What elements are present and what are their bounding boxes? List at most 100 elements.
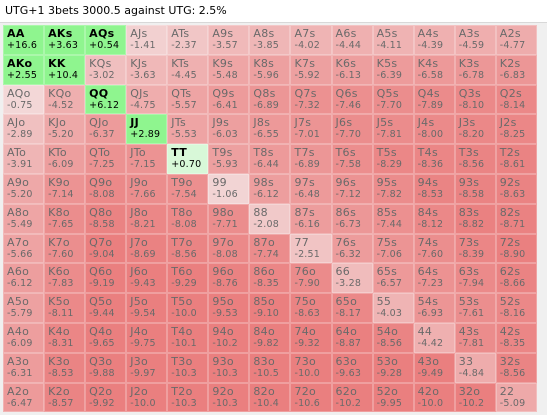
hand-cell-42o[interactable]: 42o -10.0 bbox=[413, 382, 455, 413]
hand-cell-A2s[interactable]: A2s -4.77 bbox=[495, 25, 537, 55]
hand-cell-T6o[interactable]: T6o -9.29 bbox=[167, 263, 209, 294]
hand-cell-98o[interactable]: 98o -7.71 bbox=[208, 203, 250, 234]
hand-cell-62o[interactable]: 62o -10.2 bbox=[331, 382, 373, 413]
hand-cell-T4s[interactable]: T4s -8.36 bbox=[413, 144, 455, 174]
hand-cell-98s[interactable]: 98s -6.12 bbox=[249, 173, 291, 204]
hand-cell-63o[interactable]: 63o -9.63 bbox=[331, 352, 373, 383]
hand-cell-J5s[interactable]: J5s -7.81 bbox=[372, 114, 414, 145]
hand-cell-Q4o[interactable]: Q4o -9.65 bbox=[85, 322, 127, 353]
hand-cell-86o[interactable]: 86o -8.35 bbox=[249, 263, 291, 294]
hand-cell-K8s[interactable]: K8s -5.96 bbox=[249, 54, 291, 85]
hand-cell-A4o[interactable]: A4o -6.09 bbox=[3, 322, 45, 353]
hand-cell-Q7o[interactable]: Q7o -9.04 bbox=[85, 233, 127, 264]
hand-cell-Q3s[interactable]: Q3s -8.10 bbox=[454, 84, 496, 115]
hand-cell-53o[interactable]: 53o -9.28 bbox=[372, 352, 414, 383]
hand-cell-74o[interactable]: 74o -9.32 bbox=[290, 322, 332, 353]
hand-cell-KQs[interactable]: KQs -3.02 bbox=[85, 54, 127, 85]
hand-cell-65o[interactable]: 65o -8.17 bbox=[331, 293, 373, 323]
hand-cell-73s[interactable]: 73s -8.39 bbox=[454, 233, 496, 264]
hand-cell-K3s[interactable]: K3s -6.78 bbox=[454, 54, 496, 85]
hand-cell-Q2s[interactable]: Q2s -8.14 bbox=[495, 84, 537, 115]
hand-cell-T4o[interactable]: T4o -10.1 bbox=[167, 322, 209, 353]
hand-cell-AJs[interactable]: AJs -1.41 bbox=[126, 25, 168, 55]
hand-cell-TT[interactable]: TT +0.70 bbox=[167, 144, 209, 174]
hand-cell-ATs[interactable]: ATs -2.37 bbox=[167, 25, 209, 55]
hand-cell-QQ[interactable]: QQ +6.12 bbox=[85, 84, 127, 115]
hand-cell-A9s[interactable]: A9s -3.57 bbox=[208, 25, 250, 55]
hand-cell-K6s[interactable]: K6s -6.13 bbox=[331, 54, 373, 85]
hand-cell-Q9s[interactable]: Q9s -6.41 bbox=[208, 84, 250, 115]
hand-cell-K3o[interactable]: K3o -8.53 bbox=[44, 352, 86, 383]
hand-cell-QJs[interactable]: QJs -4.75 bbox=[126, 84, 168, 115]
hand-cell-AKo[interactable]: AKo +2.55 bbox=[3, 54, 45, 85]
hand-cell-J9s[interactable]: J9s -6.03 bbox=[208, 114, 250, 145]
hand-cell-Q5o[interactable]: Q5o -9.44 bbox=[85, 293, 127, 323]
hand-cell-AA[interactable]: AA +16.6 bbox=[3, 25, 45, 55]
hand-cell-T8s[interactable]: T8s -6.44 bbox=[249, 144, 291, 174]
hand-cell-K5s[interactable]: K5s -6.39 bbox=[372, 54, 414, 85]
hand-cell-22[interactable]: 22 -5.09 bbox=[495, 382, 537, 413]
hand-cell-54s[interactable]: 54s -6.93 bbox=[413, 293, 455, 323]
hand-cell-KTo[interactable]: KTo -6.09 bbox=[44, 144, 86, 174]
hand-cell-K7s[interactable]: K7s -5.92 bbox=[290, 54, 332, 85]
hand-cell-53s[interactable]: 53s -7.61 bbox=[454, 293, 496, 323]
hand-cell-77[interactable]: 77 -2.51 bbox=[290, 233, 332, 264]
hand-cell-A7s[interactable]: A7s -4.02 bbox=[290, 25, 332, 55]
hand-cell-AQo[interactable]: AQo -0.75 bbox=[3, 84, 45, 115]
hand-cell-K7o[interactable]: K7o -7.60 bbox=[44, 233, 86, 264]
hand-cell-K6o[interactable]: K6o -7.83 bbox=[44, 263, 86, 294]
hand-cell-T5o[interactable]: T5o -10.0 bbox=[167, 293, 209, 323]
hand-cell-A4s[interactable]: A4s -4.39 bbox=[413, 25, 455, 55]
hand-cell-K4s[interactable]: K4s -6.58 bbox=[413, 54, 455, 85]
hand-cell-KJs[interactable]: KJs -3.63 bbox=[126, 54, 168, 85]
hand-cell-J2s[interactable]: J2s -8.25 bbox=[495, 114, 537, 145]
hand-cell-72s[interactable]: 72s -8.90 bbox=[495, 233, 537, 264]
hand-cell-84o[interactable]: 84o -9.82 bbox=[249, 322, 291, 353]
hand-cell-J3o[interactable]: J3o -9.97 bbox=[126, 352, 168, 383]
hand-cell-T3o[interactable]: T3o -10.3 bbox=[167, 352, 209, 383]
hand-cell-T9o[interactable]: T9o -7.54 bbox=[167, 173, 209, 204]
hand-cell-K9s[interactable]: K9s -5.48 bbox=[208, 54, 250, 85]
hand-cell-J9o[interactable]: J9o -7.66 bbox=[126, 173, 168, 204]
hand-cell-54o[interactable]: 54o -8.56 bbox=[372, 322, 414, 353]
vertical-scrollbar[interactable] bbox=[537, 23, 547, 415]
hand-cell-Q5s[interactable]: Q5s -7.70 bbox=[372, 84, 414, 115]
hand-cell-T3s[interactable]: T3s -8.56 bbox=[454, 144, 496, 174]
hand-cell-QTo[interactable]: QTo -7.25 bbox=[85, 144, 127, 174]
hand-cell-K4o[interactable]: K4o -8.31 bbox=[44, 322, 86, 353]
hand-cell-Q2o[interactable]: Q2o -9.92 bbox=[85, 382, 127, 413]
hand-cell-AKs[interactable]: AKs +3.63 bbox=[44, 25, 86, 55]
hand-cell-T2o[interactable]: T2o -10.3 bbox=[167, 382, 209, 413]
hand-cell-A2o[interactable]: A2o -6.47 bbox=[3, 382, 45, 413]
hand-cell-T8o[interactable]: T8o -8.08 bbox=[167, 203, 209, 234]
hand-cell-ATo[interactable]: ATo -3.91 bbox=[3, 144, 45, 174]
hand-cell-J4o[interactable]: J4o -9.75 bbox=[126, 322, 168, 353]
hand-cell-JJ[interactable]: JJ +2.89 bbox=[126, 114, 168, 145]
hand-cell-JTo[interactable]: JTo -7.15 bbox=[126, 144, 168, 174]
hand-cell-93o[interactable]: 93o -10.3 bbox=[208, 352, 250, 383]
hand-cell-Q4s[interactable]: Q4s -7.89 bbox=[413, 84, 455, 115]
hand-cell-K2s[interactable]: K2s -6.83 bbox=[495, 54, 537, 85]
hand-cell-99[interactable]: 99 -1.06 bbox=[208, 173, 250, 204]
hand-cell-92o[interactable]: 92o -10.3 bbox=[208, 382, 250, 413]
hand-cell-J7s[interactable]: J7s -7.01 bbox=[290, 114, 332, 145]
hand-cell-96o[interactable]: 96o -8.76 bbox=[208, 263, 250, 294]
hand-cell-A8s[interactable]: A8s -3.85 bbox=[249, 25, 291, 55]
hand-cell-32s[interactable]: 32s -8.56 bbox=[495, 352, 537, 383]
hand-cell-J3s[interactable]: J3s -8.20 bbox=[454, 114, 496, 145]
hand-cell-62s[interactable]: 62s -8.66 bbox=[495, 263, 537, 294]
hand-cell-64o[interactable]: 64o -8.87 bbox=[331, 322, 373, 353]
hand-cell-AJo[interactable]: AJo -2.89 bbox=[3, 114, 45, 145]
hand-cell-93s[interactable]: 93s -8.58 bbox=[454, 173, 496, 204]
hand-cell-88[interactable]: 88 -2.08 bbox=[249, 203, 291, 234]
hand-cell-92s[interactable]: 92s -8.63 bbox=[495, 173, 537, 204]
hand-cell-A5o[interactable]: A5o -5.79 bbox=[3, 293, 45, 323]
hand-cell-95s[interactable]: 95s -7.82 bbox=[372, 173, 414, 204]
hand-cell-83s[interactable]: 83s -8.82 bbox=[454, 203, 496, 234]
hand-cell-94o[interactable]: 94o -10.2 bbox=[208, 322, 250, 353]
hand-cell-76s[interactable]: 76s -6.32 bbox=[331, 233, 373, 264]
hand-cell-64s[interactable]: 64s -7.23 bbox=[413, 263, 455, 294]
hand-cell-Q6s[interactable]: Q6s -7.46 bbox=[331, 84, 373, 115]
hand-cell-KK[interactable]: KK +10.4 bbox=[44, 54, 86, 85]
hand-cell-73o[interactable]: 73o -10.0 bbox=[290, 352, 332, 383]
